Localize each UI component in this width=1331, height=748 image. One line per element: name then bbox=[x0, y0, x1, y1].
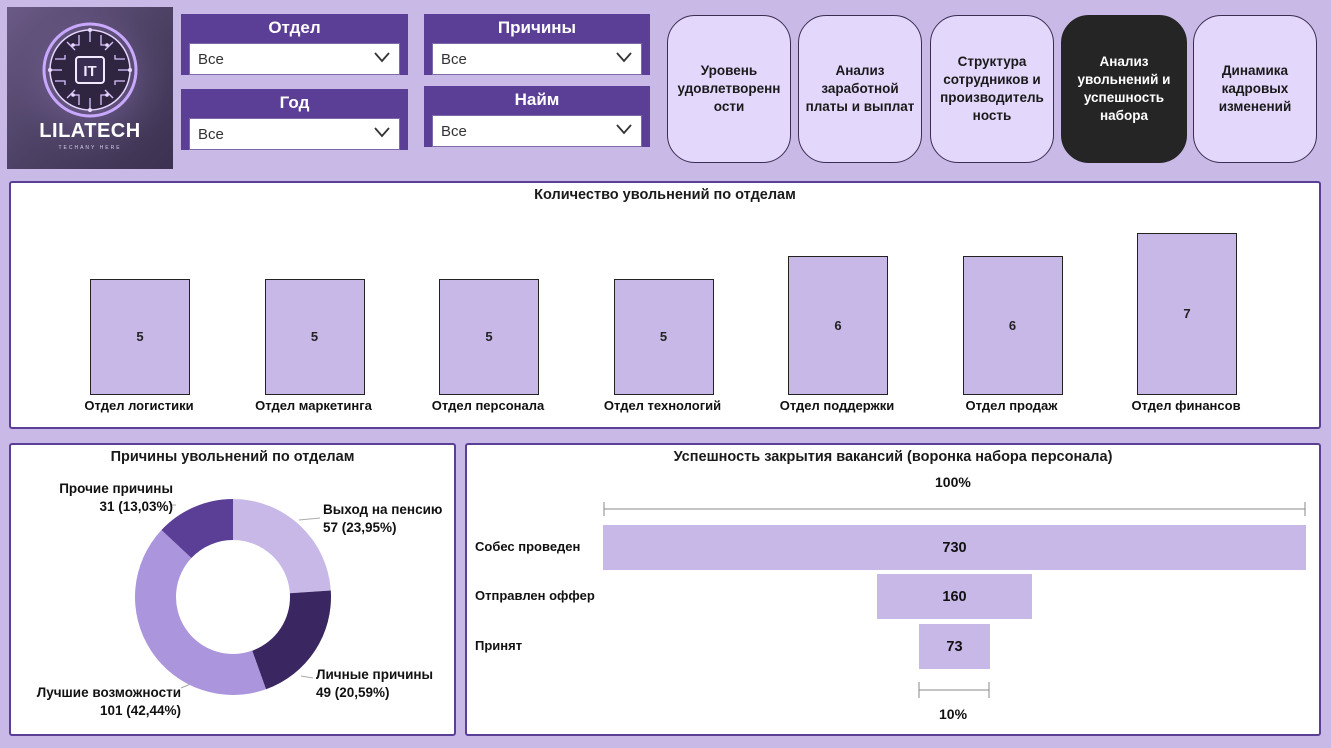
funnel-stage-label: Собес проведен bbox=[475, 539, 581, 554]
bar-category-label: Отдел персонала bbox=[431, 398, 545, 413]
funnel-value-label: 160 bbox=[942, 588, 967, 605]
dismissal-reasons-title: Причины увольнений по отделам bbox=[110, 449, 355, 465]
funnel-top-percent: 100% bbox=[935, 474, 971, 490]
slicer-reasons: Причины Все bbox=[424, 14, 650, 75]
slice-connector-line bbox=[300, 675, 314, 679]
nav-structure-button[interactable]: Структура сотрудников и производитель но… bbox=[930, 15, 1054, 163]
chevron-down-icon bbox=[374, 127, 390, 138]
bar-chart: 5 Отдел логистики 5 Отдел маркетинга 5 Отдел … bbox=[11, 183, 1319, 427]
donut-chart bbox=[135, 499, 331, 695]
slice-value: 101 (42,44%) bbox=[99, 703, 181, 718]
slicer-hire-label: Найм bbox=[514, 90, 560, 109]
nav-dismissal-button[interactable]: Анализ увольнений и успешность набора bbox=[1061, 15, 1187, 163]
dismissals-by-department-title: Количество увольнений по отделам bbox=[534, 187, 796, 203]
recruitment-funnel-panel: Успешность закрытия вакансий (воронка на… bbox=[465, 443, 1321, 736]
slice-label-personal: Личные причины 49 (20,59%) bbox=[316, 666, 433, 702]
nav-salary-button[interactable]: Анализ заработной платы и выплат bbox=[798, 15, 922, 163]
bar-category-label: Отдел продаж bbox=[965, 398, 1058, 413]
recruitment-funnel-title: Успешность закрытия вакансий (воронка на… bbox=[673, 449, 1113, 465]
donut-slice-retirement bbox=[233, 499, 331, 594]
circuit-logo-icon: IT bbox=[7, 7, 173, 169]
funnel-bar: 160 bbox=[877, 574, 1032, 619]
bar: 6 bbox=[788, 256, 888, 395]
donut-slice-personal bbox=[252, 590, 331, 690]
funnel-bottom-percent: 10% bbox=[939, 706, 968, 722]
slice-name: Выход на пенсию bbox=[323, 502, 443, 517]
bar-category-label: Отдел логистики bbox=[84, 398, 194, 413]
slicer-department-label: Отдел bbox=[268, 18, 321, 37]
bar-category-label: Отдел поддержки bbox=[779, 398, 895, 413]
bar: 5 bbox=[613, 279, 714, 395]
bar: 6 bbox=[962, 256, 1063, 395]
slice-name: Личные причины bbox=[316, 667, 434, 682]
logo-badge-text: IT bbox=[83, 63, 96, 80]
slice-name: Лучшие возможности bbox=[36, 685, 181, 700]
bar-value-label: 6 bbox=[1008, 317, 1017, 333]
bar-value-label: 6 bbox=[834, 317, 842, 333]
bar-category-label: Отдел финансов bbox=[1131, 398, 1241, 413]
hire-dropdown-value: Все bbox=[441, 123, 467, 140]
donut-slice-other bbox=[161, 499, 233, 559]
funnel-chart: 730 Собес проведен 160 Отправлен оффер 73 При… bbox=[467, 445, 1319, 734]
funnel-bar: 730 bbox=[603, 525, 1306, 570]
bar-value-label: 5 bbox=[659, 329, 668, 344]
slice-value: 49 (20,59%) bbox=[316, 685, 390, 700]
dismissal-reasons-panel: Причины увольнений по отделам Выход на п… bbox=[9, 443, 456, 736]
bar: 7 bbox=[1137, 233, 1237, 395]
chevron-down-icon bbox=[616, 124, 632, 135]
slice-label-retirement: Выход на пенсию 57 (23,95%) bbox=[323, 501, 442, 537]
reasons-dropdown-value: Все bbox=[441, 51, 467, 68]
nav-satisfaction-button[interactable]: Уровень удовлетворенн ости bbox=[667, 15, 791, 163]
funnel-value-label: 73 bbox=[946, 638, 963, 655]
bar-value-label: 5 bbox=[310, 329, 319, 344]
slice-value: 57 (23,95%) bbox=[323, 520, 397, 535]
dismissals-by-department-panel: Количество увольнений по отделам 5 Отдел … bbox=[9, 181, 1321, 429]
slice-value: 31 (13,03%) bbox=[99, 499, 173, 514]
logo-tagline: TECHANY HERE bbox=[58, 145, 122, 151]
slicer-department: Отдел Все bbox=[181, 14, 408, 75]
top-bracket bbox=[603, 502, 1306, 516]
bar: 5 bbox=[90, 279, 190, 395]
department-dropdown-value: Все bbox=[198, 51, 224, 68]
slicer-reasons-label: Причины bbox=[497, 18, 577, 37]
reasons-dropdown[interactable]: Все bbox=[432, 43, 642, 75]
funnel-bar: 73 bbox=[919, 624, 990, 669]
slicer-hire: Найм Все bbox=[424, 86, 650, 147]
department-dropdown[interactable]: Все bbox=[189, 43, 400, 75]
bar: 5 bbox=[439, 279, 539, 395]
bar-value-label: 5 bbox=[485, 329, 493, 344]
slice-label-other: Прочие причины 31 (13,03%) bbox=[21, 480, 173, 516]
year-dropdown[interactable]: Все bbox=[189, 118, 400, 150]
bottom-bracket bbox=[918, 682, 990, 698]
slice-connector-line bbox=[298, 517, 321, 521]
slice-label-opportunities: Лучшие возможности 101 (42,44%) bbox=[29, 684, 181, 720]
company-logo: IT LILATECH TECHANY HERE bbox=[7, 7, 173, 169]
bar-value-label: 7 bbox=[1183, 306, 1191, 322]
donut-slice-opportunities bbox=[135, 530, 266, 695]
bar-value-label: 5 bbox=[136, 329, 144, 344]
bar-category-label: Отдел маркетинга bbox=[255, 398, 372, 413]
hire-dropdown[interactable]: Все bbox=[432, 115, 642, 147]
chevron-down-icon bbox=[374, 52, 390, 63]
funnel-stage-label: Принят bbox=[475, 638, 523, 653]
logo-name: LILATECH bbox=[39, 120, 141, 142]
bar: 5 bbox=[264, 279, 365, 395]
chevron-down-icon bbox=[616, 52, 632, 63]
slicer-year: Год Все bbox=[181, 89, 408, 150]
year-dropdown-value: Все bbox=[198, 126, 224, 143]
bar-category-label: Отдел технологий bbox=[603, 398, 722, 413]
slicer-year-label: Год bbox=[279, 93, 310, 112]
funnel-value-label: 730 bbox=[942, 539, 967, 556]
slice-name: Прочие причины bbox=[59, 481, 173, 496]
nav-dynamics-button[interactable]: Динамика кадровых изменений bbox=[1193, 15, 1317, 163]
funnel-brackets bbox=[603, 502, 1306, 698]
funnel-stage-label: Отправлен оффер bbox=[475, 588, 595, 603]
